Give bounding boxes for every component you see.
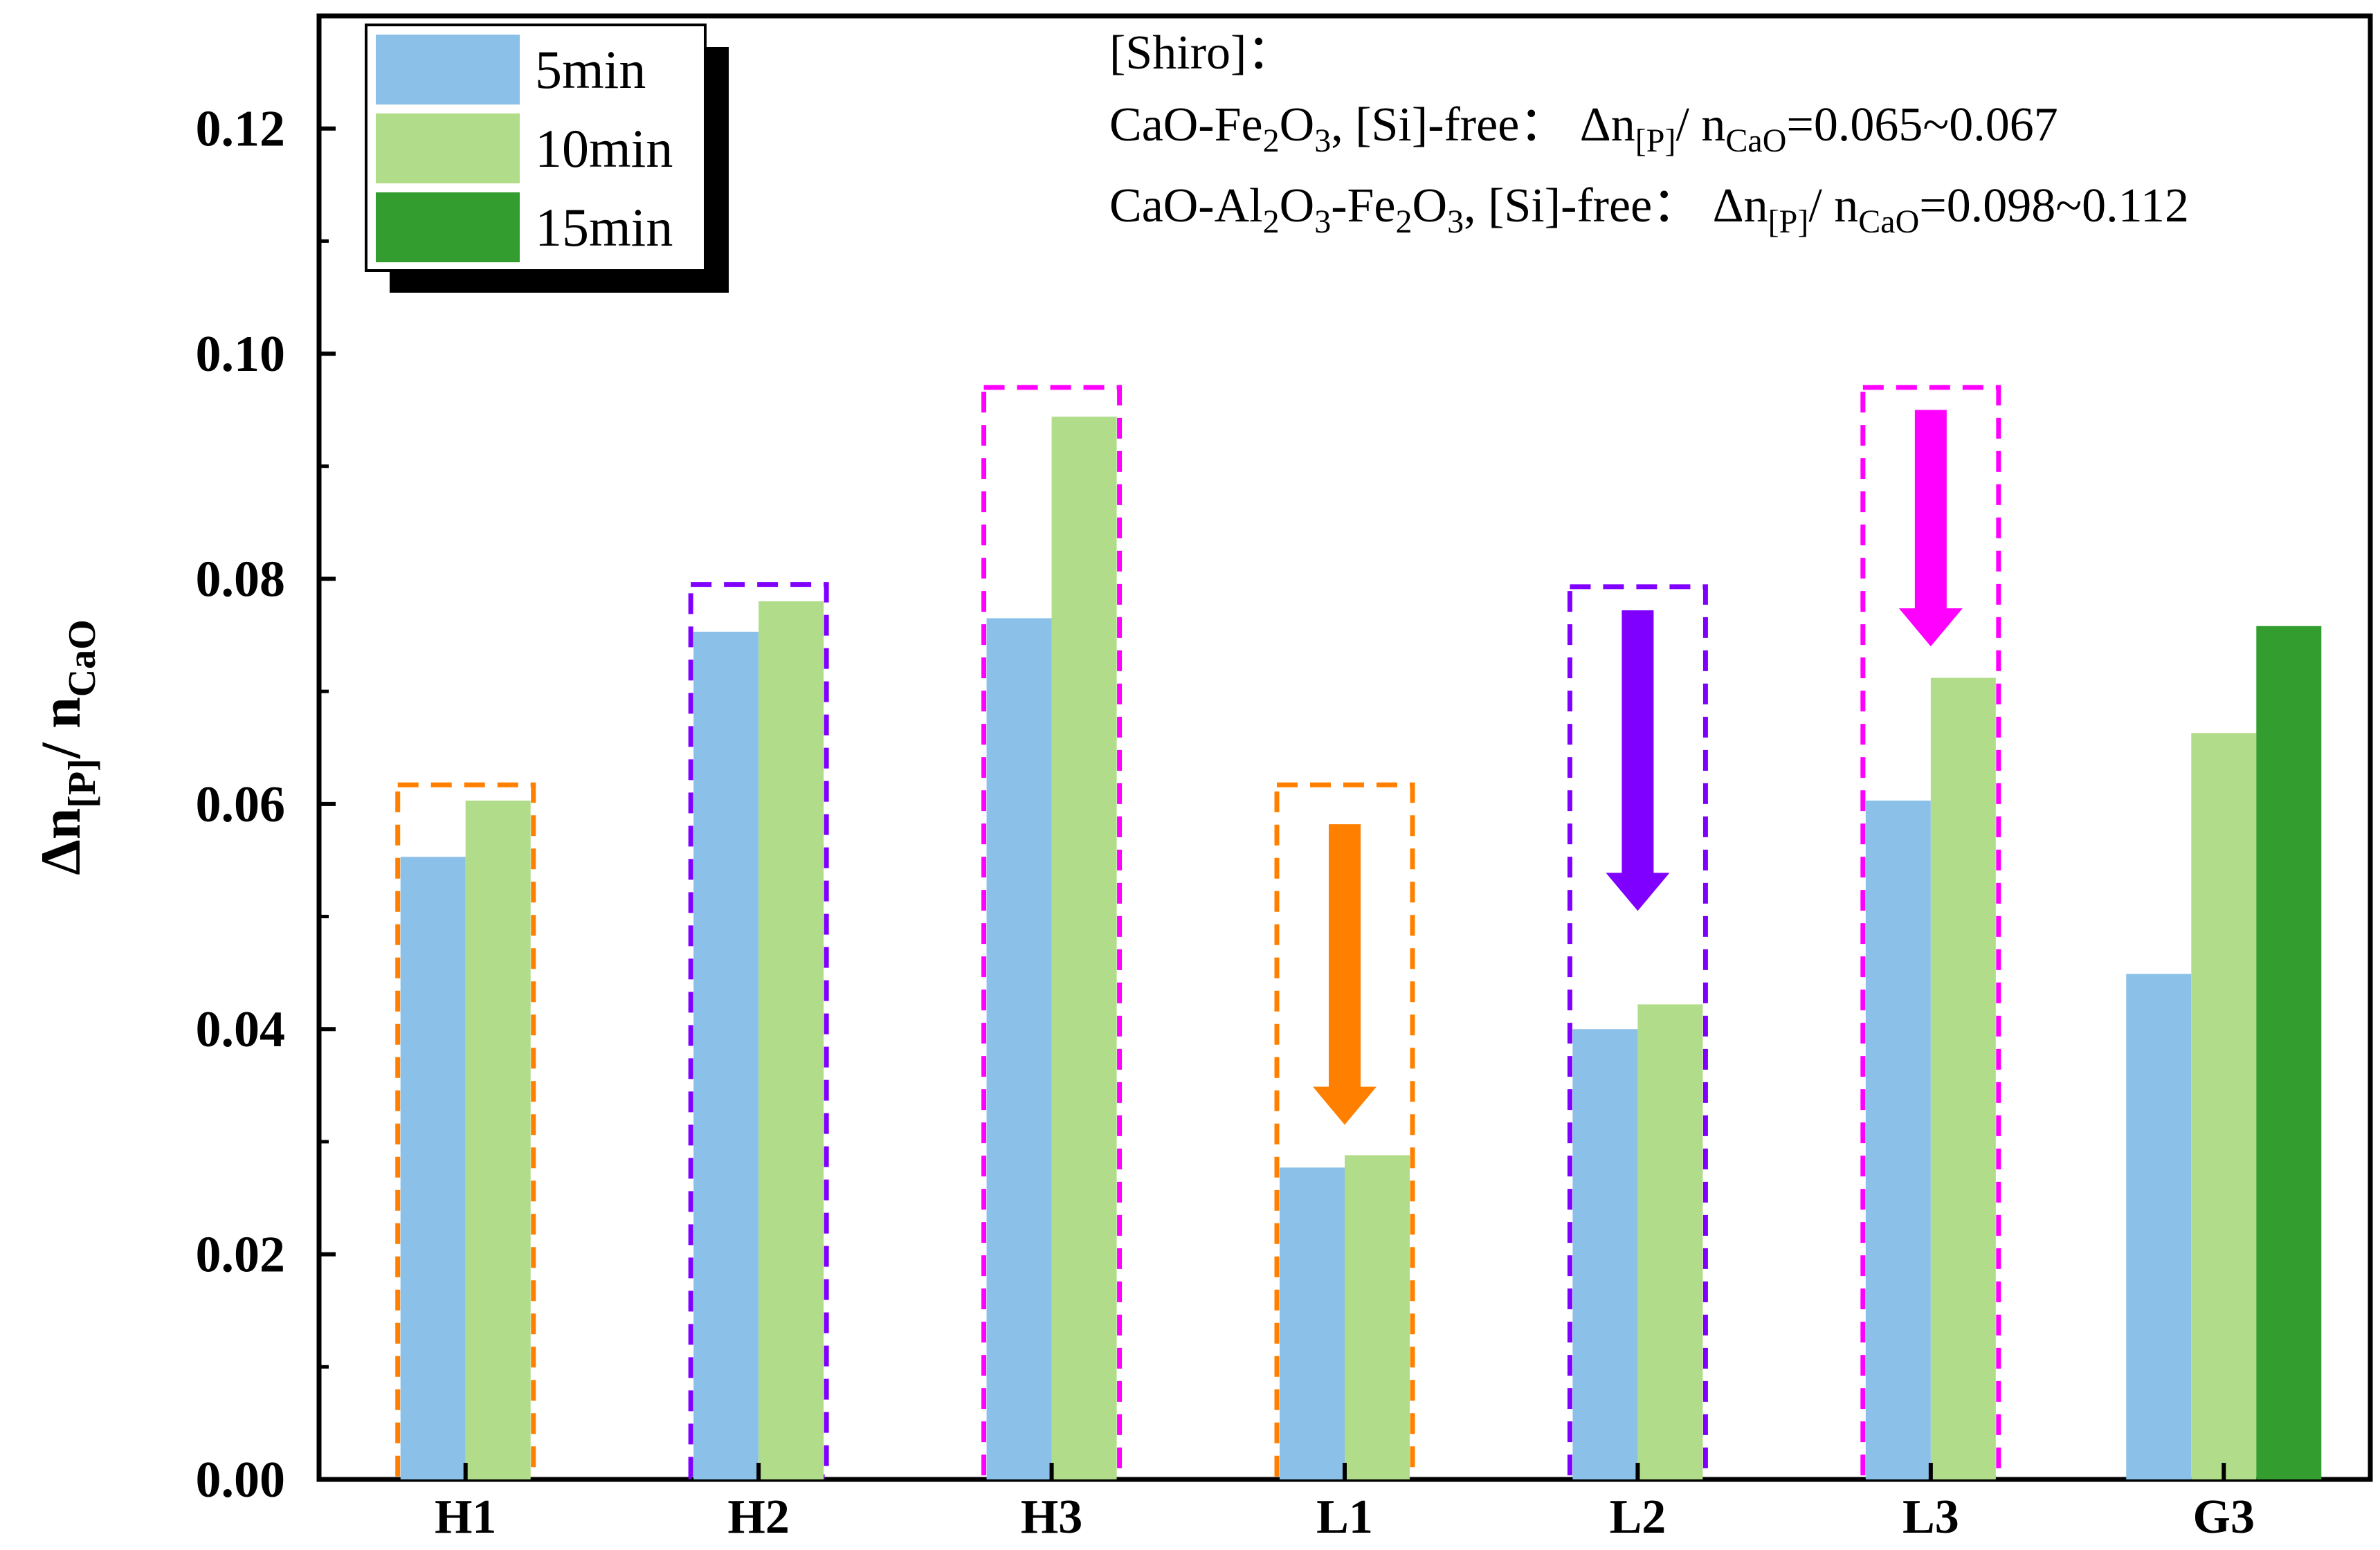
bar-h2-10min: [758, 601, 824, 1479]
y-tick-label: 0.06: [196, 776, 286, 833]
annotation: [Shiro]： CaO-Fe2O3, [Si]-free： Δn[P]/ nC…: [1109, 26, 2189, 240]
bar-l2-5min: [1572, 1029, 1638, 1479]
bar-l3-5min: [1865, 800, 1931, 1479]
bar-h1-10min: [465, 800, 531, 1479]
y-tick-label: 0.12: [196, 101, 286, 158]
bars: [400, 417, 2322, 1480]
bar-g3-10min: [2191, 733, 2257, 1479]
group-box-l1: [1274, 782, 1415, 1479]
x-tick-label-h1: H1: [435, 1490, 496, 1544]
y-tick-label: 0.00: [196, 1452, 286, 1508]
x-tick-label-h3: H3: [1021, 1490, 1082, 1544]
group-highlight-boxes: [395, 385, 2001, 1479]
y-tick-label: 0.04: [196, 1001, 286, 1058]
annotation-line-1: CaO-Fe2O3, [Si]-free： Δn[P]/ nCaO=0.065~…: [1109, 98, 2058, 159]
annotation-line-2: CaO-Al2O3-Fe2O3, [Si]-free： Δn[P]/ nCaO=…: [1109, 179, 2189, 240]
x-tick-label-l3: L3: [1902, 1490, 1959, 1544]
legend-label-10min: 10min: [535, 118, 673, 179]
group-box-l2: [1567, 584, 1708, 1479]
bar-l1-5min: [1280, 1167, 1345, 1479]
x-tick-label-h2: H2: [727, 1490, 789, 1544]
legend-label-5min: 5min: [535, 39, 646, 100]
arrow-l2: [1606, 610, 1670, 911]
y-tick-label: 0.02: [196, 1227, 286, 1284]
x-tick-label-l2: L2: [1610, 1490, 1666, 1544]
group-box-h1: [395, 782, 536, 1479]
legend: 5min 10min 15min: [365, 24, 729, 293]
legend-swatch-5min: [376, 35, 520, 104]
bar-h3-10min: [1051, 417, 1117, 1480]
x-tick-label-l1: L1: [1316, 1490, 1373, 1544]
group-box-h3: [981, 385, 1123, 1479]
arrow-l3: [1898, 410, 1963, 647]
bar-l3-10min: [1930, 677, 1996, 1479]
legend-swatch-15min: [376, 192, 520, 262]
y-tick-label: 0.08: [196, 551, 286, 608]
legend-swatch-10min: [376, 113, 520, 183]
group-box-h2: [688, 582, 829, 1479]
group-box-l3: [1860, 385, 2001, 1479]
arrow-l1: [1313, 824, 1377, 1125]
legend-label-15min: 15min: [535, 197, 673, 257]
bar-l2-10min: [1637, 1004, 1703, 1479]
bar-h3-5min: [986, 618, 1052, 1480]
y-tick-label: 0.10: [196, 326, 286, 383]
x-tick-label-g3: G3: [2193, 1490, 2255, 1544]
x-axis: H1 H2 H3 L1 L2 L3 G3: [435, 1463, 2255, 1544]
y-axis-label: Δn[P]/ nCaO: [29, 619, 104, 875]
bar-h1-5min: [400, 857, 466, 1479]
annotation-header: [Shiro]：: [1109, 26, 1295, 80]
trend-arrows: [1313, 410, 1963, 1125]
bar-l1-10min: [1345, 1155, 1410, 1479]
bar-g3-15min: [2256, 626, 2322, 1480]
bar-h2-5min: [693, 631, 759, 1479]
bar-g3-5min: [2126, 974, 2192, 1479]
y-axis: 0.00 0.02 0.04 0.06 0.08 0.10 0.12: [196, 101, 336, 1508]
